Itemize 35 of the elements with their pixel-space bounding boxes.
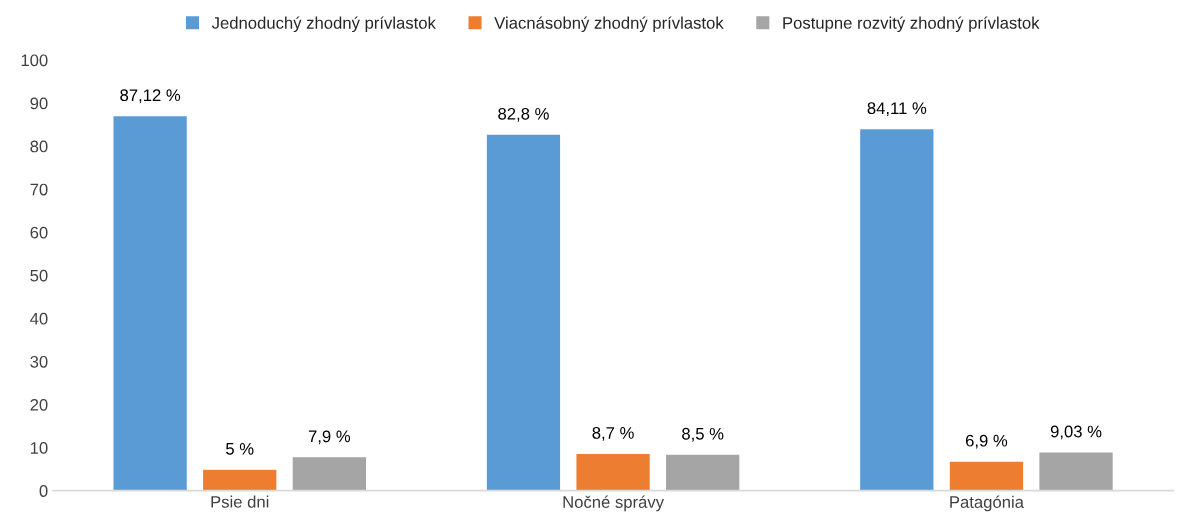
bar — [948, 460, 1025, 491]
bar — [201, 468, 278, 491]
y-tick-label: 70 — [30, 183, 48, 196]
y-tick-label: 40 — [30, 312, 48, 325]
data-label: 7,9 % — [308, 430, 351, 445]
y-tick-label: 30 — [30, 355, 48, 368]
bar — [575, 452, 652, 491]
bar — [485, 133, 562, 491]
y-tick-label: 80 — [30, 140, 48, 153]
y-tick-label: 90 — [30, 97, 48, 110]
data-label: 8,5 % — [682, 427, 724, 442]
bar — [858, 127, 935, 491]
y-tick-label: 50 — [30, 269, 48, 282]
data-label: 84,11 % — [867, 102, 927, 117]
bar — [291, 455, 368, 491]
y-tick-label: 20 — [30, 398, 48, 411]
data-label: 8,7 % — [592, 427, 634, 441]
data-label: 9,03 % — [1050, 425, 1102, 440]
data-label: 5 % — [226, 443, 254, 455]
bar — [1038, 451, 1115, 491]
y-tick-label: 10 — [30, 442, 48, 454]
x-tick-label: Psie dni — [211, 495, 269, 508]
data-label: 6,9 % — [965, 434, 1008, 449]
y-tick-label: 100 — [21, 54, 48, 67]
bar — [112, 114, 189, 491]
y-tick-label: 0 — [39, 485, 48, 497]
x-tick-label: Nočné správy — [563, 495, 664, 512]
legend-label: Viacnásobný zhodný prívlastok — [494, 16, 724, 33]
bar — [664, 453, 741, 491]
data-label: 82,8 % — [498, 107, 549, 122]
legend-label: Jednoduchý zhodný prívlastok — [211, 16, 436, 33]
y-tick-label: 60 — [30, 226, 48, 239]
data-label: 87,12 % — [120, 89, 181, 104]
x-tick-label: Patagónia — [950, 495, 1024, 512]
legend-label: Postupne rozvitý zhodný prívlastok — [783, 16, 1040, 33]
